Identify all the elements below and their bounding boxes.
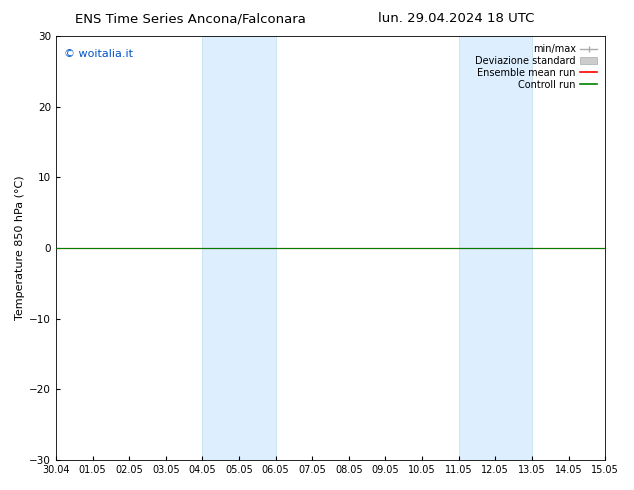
Y-axis label: Temperature 850 hPa (°C): Temperature 850 hPa (°C) bbox=[15, 176, 25, 320]
Bar bbox=[458, 36, 532, 460]
Bar bbox=[202, 36, 276, 460]
Text: ENS Time Series Ancona/Falconara: ENS Time Series Ancona/Falconara bbox=[75, 12, 306, 25]
Text: lun. 29.04.2024 18 UTC: lun. 29.04.2024 18 UTC bbox=[378, 12, 534, 25]
Text: © woitalia.it: © woitalia.it bbox=[64, 49, 133, 59]
Legend: min/max, Deviazione standard, Ensemble mean run, Controll run: min/max, Deviazione standard, Ensemble m… bbox=[472, 41, 600, 93]
